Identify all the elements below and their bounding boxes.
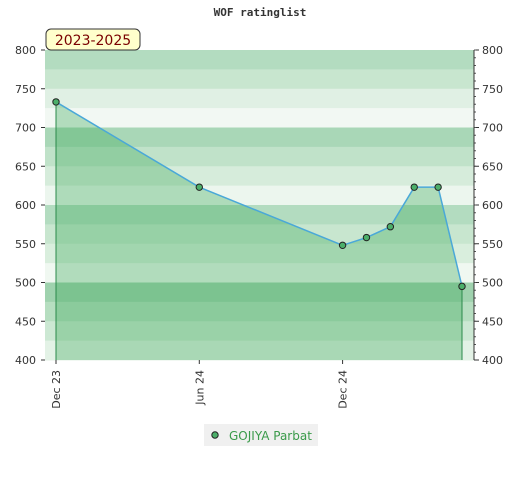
y2-tick-label: 600 <box>482 199 503 212</box>
background-band <box>45 69 474 90</box>
y2-tick-label: 750 <box>482 83 503 96</box>
y2-tick-label: 500 <box>482 277 503 290</box>
background-band <box>45 263 474 283</box>
y-tick-label: 400 <box>15 354 36 367</box>
chart-title: WOF ratinglist <box>214 6 307 19</box>
y-tick-label: 500 <box>15 277 36 290</box>
legend-marker <box>211 431 219 439</box>
background-band <box>45 166 474 187</box>
plot-area <box>45 50 474 361</box>
y2-tick-label: 700 <box>482 122 503 135</box>
background-band <box>45 146 474 167</box>
point <box>434 183 442 191</box>
badge: 2023-2025 <box>55 33 131 49</box>
area <box>56 101 462 361</box>
y-tick-label: 650 <box>15 160 36 173</box>
background-band <box>45 108 474 128</box>
point <box>410 183 418 191</box>
y-tick-label: 450 <box>15 315 36 328</box>
point <box>458 282 466 291</box>
legend-box <box>204 424 318 446</box>
background-band <box>45 282 474 303</box>
point <box>338 241 347 250</box>
y-tick-label: 600 <box>15 199 36 212</box>
y2-tick-label: 650 <box>482 160 503 173</box>
y2-tick-label: 400 <box>482 354 503 367</box>
point <box>52 98 60 106</box>
point <box>386 223 395 231</box>
background-band <box>45 205 474 225</box>
background-band <box>45 243 474 264</box>
y-tick-label: 550 <box>15 238 36 251</box>
background-band <box>45 340 474 361</box>
x-tick-label: Jun 24 <box>193 370 206 406</box>
point <box>362 233 371 242</box>
background-band <box>45 185 474 206</box>
point <box>195 183 203 191</box>
y2-tick-label: 450 <box>482 315 503 328</box>
background-band <box>45 88 474 109</box>
y-tick-label: 750 <box>15 83 36 96</box>
background-band <box>45 321 474 342</box>
background-band <box>45 127 474 148</box>
background-band <box>45 50 474 70</box>
y2-tick-label: 550 <box>482 238 503 251</box>
y-tick-label: 800 <box>15 44 36 57</box>
y2-tick-label: 800 <box>482 44 503 57</box>
y-tick-label: 700 <box>15 122 36 135</box>
badge-box <box>45 28 141 51</box>
x-tick-label: Dec 24 <box>337 370 350 409</box>
line <box>55 101 463 287</box>
x-tick-label: Dec 23 <box>50 370 63 409</box>
background-band <box>45 301 474 322</box>
legend-label: GOJIYA Parbat <box>229 429 312 443</box>
